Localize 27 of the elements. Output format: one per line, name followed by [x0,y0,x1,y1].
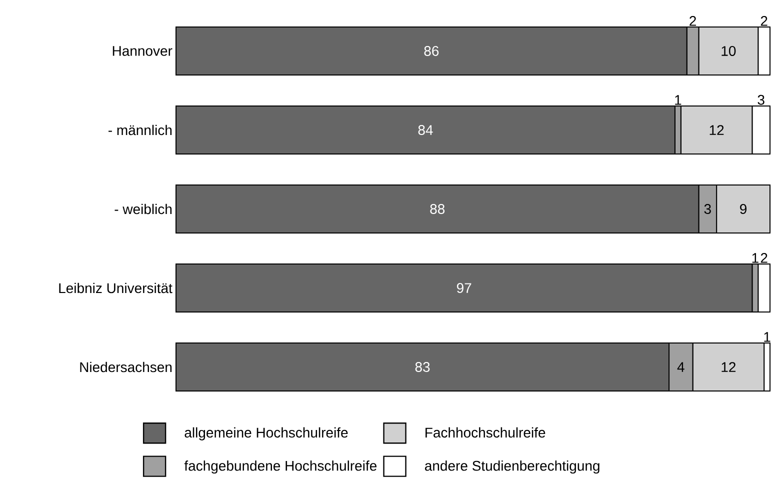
y-tick-label: Niedersachsen [80,362,172,372]
data-label: 10 [722,46,736,56]
data-label: 2 [760,16,768,26]
data-label: 1 [764,332,770,342]
data-label: 3 [758,94,764,105]
data-label: 1 [675,95,682,105]
legend-label: allgemeine Hochschulreife [184,427,348,440]
data-label: 4 [677,362,684,372]
y-tick-label: Hannover [112,46,172,56]
data-label: 86 [424,46,439,56]
legend-label: fachgebundene Hochschulreife [184,460,377,474]
data-label: 12 [710,125,724,135]
y-tick-label: Leibniz Universität [59,282,172,294]
legend-label: Fachhochschulreife [426,427,546,438]
data-label: 2 [690,16,696,26]
legend-label: andere Studienberechtigung [424,460,600,474]
data-label: 83 [415,362,430,372]
data-label: 2 [760,253,768,263]
data-label: 3 [704,204,711,214]
data-label: 9 [740,204,747,214]
data-label: 97 [456,283,472,293]
data-label: 84 [418,125,433,135]
data-label: 1 [752,253,758,263]
y-tick-label: - männlich [108,124,172,136]
data-label: 88 [430,204,445,214]
data-label: 12 [722,362,736,372]
y-tick-label: - weiblich [114,204,172,214]
